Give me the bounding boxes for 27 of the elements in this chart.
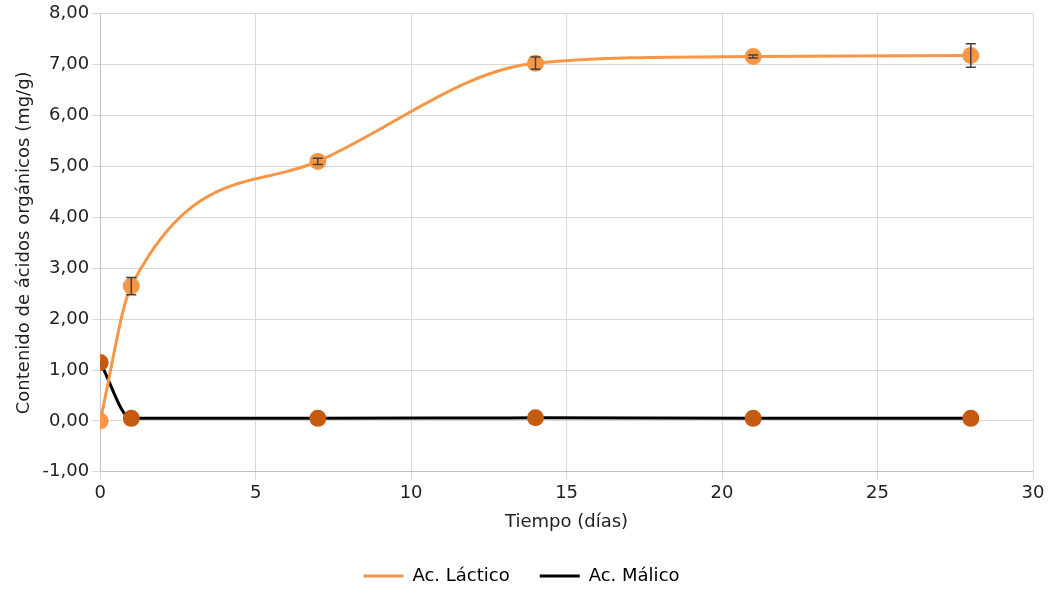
x-tick-label: 25	[866, 481, 889, 503]
y-tick-label: 5,00	[49, 154, 90, 176]
x-tick-label: 15	[555, 481, 579, 503]
y-tick-label: 6,00	[49, 103, 90, 125]
y-tick-label: 8,00	[49, 1, 90, 23]
y-tick-label: 0,00	[49, 408, 90, 430]
point	[744, 409, 762, 427]
y-tick-label: 2,00	[49, 306, 90, 328]
y-tick-label: 3,00	[49, 255, 90, 277]
y-tick-label: 4,00	[49, 205, 90, 227]
x-tick-label: 30	[1021, 481, 1045, 503]
x-tick-label: 10	[399, 481, 423, 503]
point	[526, 409, 544, 427]
point	[122, 409, 140, 427]
legend-label: Ac. Láctico	[412, 563, 510, 585]
legend-label: Ac. Málico	[588, 563, 680, 585]
y-tick-label: -1,00	[42, 459, 90, 481]
y-tick-label: 1,00	[49, 357, 90, 379]
point	[309, 409, 327, 427]
x-tick-label: 20	[710, 481, 734, 503]
point	[962, 409, 980, 427]
x-tick-label: 0	[94, 481, 106, 503]
point	[309, 152, 327, 170]
x-tick-label: 5	[249, 481, 262, 503]
y-axis-title: Contenido de ácidos orgánicos (mg/g)	[12, 71, 34, 415]
x-axis-title: Tiempo (días)	[504, 509, 629, 531]
y-tick-label: 7,00	[49, 52, 90, 74]
